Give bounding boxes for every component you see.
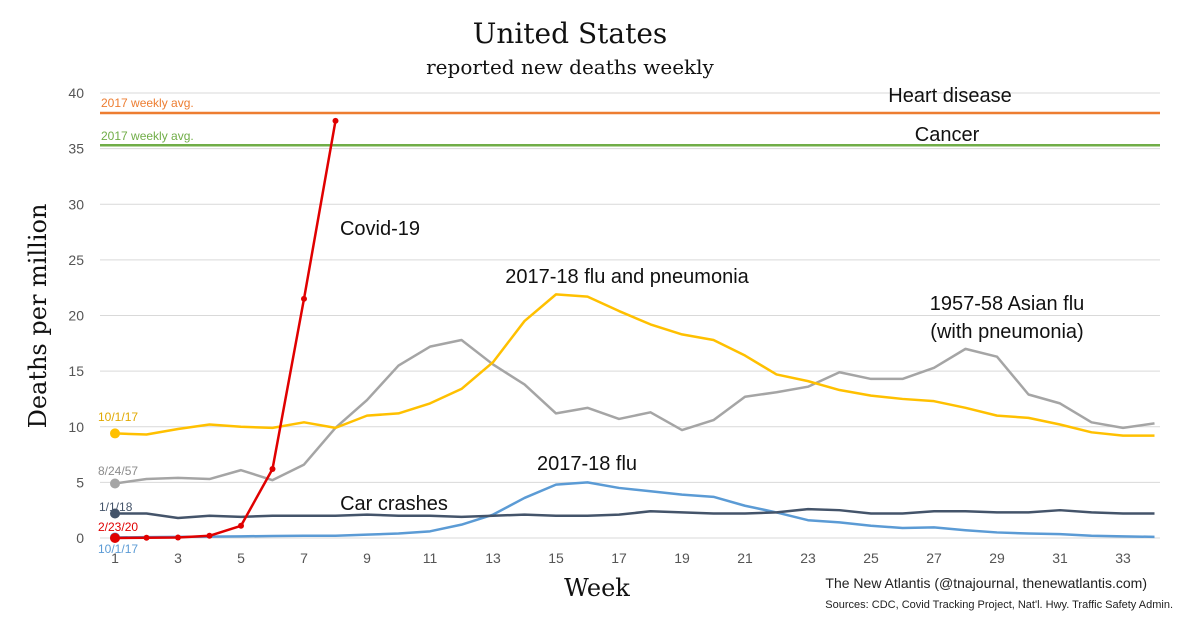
- x-tick-label-15: 15: [548, 550, 564, 566]
- y-axis-ticks: 0 5 10 15 20 25 30 35 40: [68, 85, 84, 546]
- series-line-2017-18-flu: [114, 481, 1155, 539]
- x-tick-label-29: 29: [989, 550, 1005, 566]
- x-tick-label-25: 25: [863, 550, 879, 566]
- series-line-car-crashes: [115, 507, 1155, 520]
- x-tick-label-17: 17: [611, 550, 627, 566]
- series-line-2017-18-flu-and-pneumonia: [114, 293, 1155, 437]
- label-cancer-avg: 2017 weekly avg.: [101, 129, 194, 143]
- series-lines: [110, 117, 1155, 543]
- y-axis-title: Deaths per million: [24, 204, 52, 429]
- label-car-crashes: Car crashes: [340, 493, 448, 515]
- x-tick-label-11: 11: [423, 550, 438, 566]
- chart-subtitle: reported new deaths weekly: [426, 55, 714, 79]
- series-start-marker-car-crashes: [110, 508, 120, 519]
- series-line-1957-58-asian-flu-with-pneumonia: [114, 338, 1155, 485]
- label-flu-pneumonia: 2017-18 flu and pneumonia: [505, 266, 749, 288]
- x-tick-label-27: 27: [926, 550, 942, 566]
- y-tick-label-25: 25: [68, 252, 84, 268]
- chart-title: United States: [473, 17, 668, 50]
- label-cancer: Cancer: [915, 124, 980, 146]
- label-flu: 2017-18 flu: [537, 453, 637, 475]
- series-line-covid-19: [114, 120, 337, 540]
- x-tick-label-23: 23: [800, 550, 816, 566]
- covid-point-week-5: [238, 522, 244, 529]
- credit-text: The New Atlantis (@tnajournal, thenewatl…: [825, 575, 1147, 591]
- x-tick-label-31: 31: [1052, 550, 1068, 566]
- covid-point-week-7: [301, 295, 307, 302]
- y-tick-label-0: 0: [76, 530, 84, 546]
- x-tick-label-1: 1: [111, 550, 119, 566]
- x-axis-ticks: 1 3 5 7 9 11 13 15 17 19 21 23 25 27 29 31 33: [111, 550, 1131, 566]
- y-tick-label-20: 20: [68, 308, 84, 324]
- label-asian-flu-1: 1957-58 Asian flu: [930, 293, 1085, 315]
- y-tick-label-15: 15: [68, 363, 84, 379]
- start-label-asian-flu: 8/24/57: [98, 464, 138, 478]
- y-tick-label-40: 40: [68, 85, 84, 101]
- sources-text: Sources: CDC, Covid Tracking Project, Na…: [825, 599, 1173, 611]
- covid-point-week-6: [269, 466, 276, 473]
- start-label-car: 1/1/18: [99, 500, 133, 514]
- start-label-flu-pneumonia: 10/1/17: [98, 410, 138, 424]
- start-label-covid: 2/23/20: [98, 520, 138, 534]
- covid-point-week-2: [143, 534, 150, 541]
- series-start-marker-2017-18-flu-and-pneumonia: [110, 428, 120, 439]
- series-start-marker-covid-19: [110, 533, 120, 543]
- x-tick-label-3: 3: [174, 550, 182, 566]
- reference-lines: [100, 111, 1160, 147]
- covid-point-week-4: [206, 532, 213, 539]
- label-covid: Covid-19: [340, 218, 420, 240]
- y-tick-label-30: 30: [68, 196, 84, 212]
- x-tick-label-19: 19: [674, 550, 690, 566]
- x-tick-label-21: 21: [737, 550, 753, 566]
- covid-point-week-3: [175, 534, 181, 541]
- start-label-flu: 10/1/17: [98, 542, 138, 556]
- x-tick-label-7: 7: [300, 550, 308, 566]
- label-asian-flu-2: (with pneumonia): [930, 321, 1083, 343]
- x-tick-label-5: 5: [237, 550, 245, 566]
- covid-point-week-8: [332, 117, 339, 124]
- x-tick-label-9: 9: [363, 550, 371, 566]
- series-start-marker-1957-58-asian-flu-with-pneumonia: [110, 478, 120, 489]
- label-heart-disease: Heart disease: [888, 85, 1011, 107]
- label-heart-avg: 2017 weekly avg.: [101, 96, 194, 110]
- y-tick-label-5: 5: [76, 474, 84, 490]
- x-tick-label-33: 33: [1115, 550, 1131, 566]
- x-axis-title: Week: [564, 574, 630, 602]
- y-tick-label-35: 35: [68, 141, 84, 157]
- x-tick-label-13: 13: [485, 550, 501, 566]
- y-tick-label-10: 10: [68, 419, 84, 435]
